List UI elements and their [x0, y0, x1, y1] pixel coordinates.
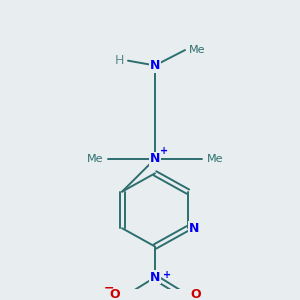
Text: N: N	[150, 271, 160, 284]
Text: N: N	[150, 152, 160, 165]
Text: N: N	[189, 222, 199, 235]
Text: H: H	[115, 54, 124, 67]
Text: Me: Me	[207, 154, 224, 164]
Text: Me: Me	[86, 154, 103, 164]
Text: −: −	[104, 281, 114, 294]
Text: +: +	[160, 146, 168, 156]
Text: O: O	[110, 288, 120, 300]
Text: Me: Me	[189, 45, 206, 55]
Text: N: N	[150, 59, 160, 72]
Text: O: O	[190, 288, 201, 300]
Text: +: +	[163, 270, 171, 280]
